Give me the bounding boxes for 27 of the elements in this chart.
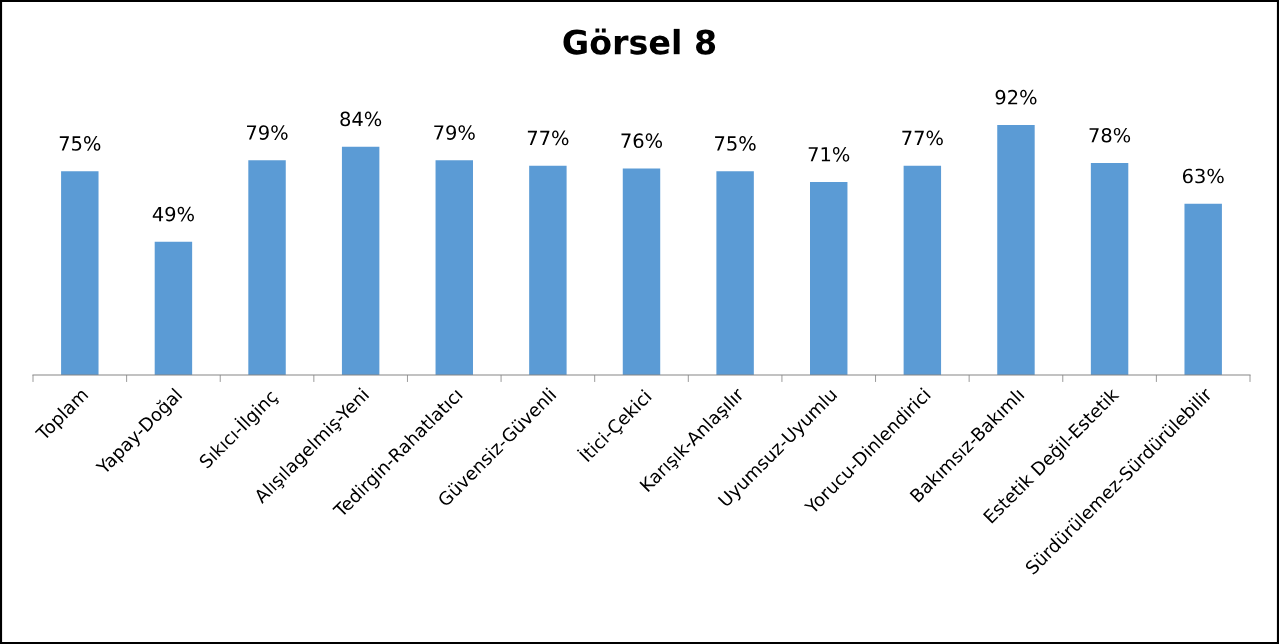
data-label: 49% — [152, 206, 194, 222]
bar — [1090, 163, 1129, 375]
bar — [810, 182, 848, 375]
bar — [716, 171, 754, 375]
data-label: 79% — [434, 125, 475, 140]
data-label: 75% — [59, 136, 101, 151]
bar — [529, 165, 567, 375]
data-label: 76% — [621, 133, 663, 149]
data-label: 78% — [1089, 127, 1131, 143]
data-label: 84% — [340, 111, 382, 127]
data-label: 71% — [808, 146, 850, 162]
data-label: 75% — [715, 136, 756, 151]
data-label: 92% — [995, 89, 1037, 105]
data-label: 79% — [247, 125, 288, 140]
bar — [903, 165, 942, 375]
bar — [435, 160, 473, 375]
bar — [61, 171, 99, 375]
bar — [997, 125, 1035, 375]
bar — [1184, 203, 1222, 375]
bar — [622, 168, 661, 375]
data-label: 77% — [527, 130, 569, 146]
chart-title: Görsel 8 — [563, 28, 716, 55]
data-label: 63% — [1182, 168, 1224, 184]
data-label: 77% — [902, 130, 943, 146]
bar — [248, 160, 286, 375]
bar — [154, 241, 193, 375]
bar — [341, 146, 380, 375]
